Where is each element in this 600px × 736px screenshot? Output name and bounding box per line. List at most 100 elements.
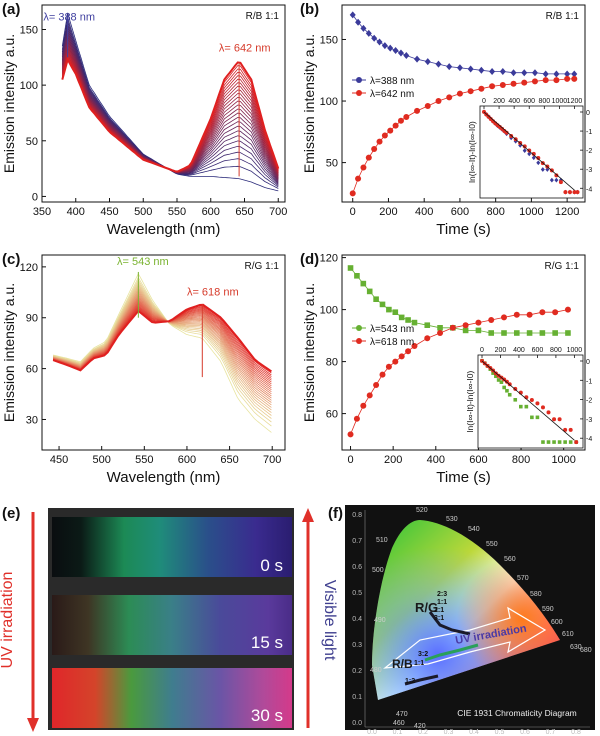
data-point-d xyxy=(437,325,443,331)
y-tick-label-b: 100 xyxy=(320,96,338,108)
data-point-b xyxy=(435,60,442,68)
cie-wavelength-label: 420 xyxy=(414,723,426,730)
cie-wavelength-label: 520 xyxy=(416,507,428,514)
inset-point-d xyxy=(494,374,498,379)
data-point-d xyxy=(475,327,482,334)
visible-arrow-head xyxy=(302,508,314,522)
cie-y-tick-label: 0.2 xyxy=(352,668,362,675)
corner-label-c: R/G 1:1 xyxy=(245,261,280,272)
data-point-b xyxy=(446,63,453,71)
inset-point-d xyxy=(546,440,551,444)
uv-arrow-outline xyxy=(383,606,547,669)
legend-marker-b xyxy=(356,77,362,83)
inset-point-d xyxy=(529,398,534,403)
x-tick-label-b: 400 xyxy=(415,206,433,218)
data-point-d xyxy=(360,402,367,409)
inset-point-b xyxy=(567,190,572,195)
inset-fit-line-b xyxy=(483,111,575,191)
inset-fit-line-d xyxy=(481,360,575,441)
strip-30s xyxy=(52,668,292,728)
data-point-d xyxy=(526,330,533,336)
inset-point-d xyxy=(546,410,551,415)
x-tick-label-a: 550 xyxy=(168,206,186,218)
cie-wavelength-label: 590 xyxy=(542,606,554,613)
cie-wavelength-label: 460 xyxy=(393,720,405,727)
corner-label-d: R/G 1:1 xyxy=(545,261,580,272)
data-point-b xyxy=(521,69,528,77)
inset-point-b xyxy=(527,151,532,157)
plot-frame-d xyxy=(341,254,586,451)
x-tick-label-b: 200 xyxy=(379,206,397,218)
data-point-d xyxy=(353,415,360,422)
inset-x-tick-label-b: 400 xyxy=(508,98,520,105)
cie-wavelength-label: 480 xyxy=(370,667,382,674)
legend-label-b: λ=388 nm xyxy=(370,76,414,87)
data-point-b xyxy=(424,102,431,109)
spectrum-curve-c xyxy=(52,303,272,373)
data-point-b xyxy=(478,66,485,74)
data-point-b xyxy=(424,58,431,66)
inset-point-b xyxy=(536,160,541,166)
data-point-b xyxy=(542,77,549,84)
x-tick-label-b: 1000 xyxy=(519,206,543,218)
y-tick-label-b: 50 xyxy=(326,158,338,170)
ratio-rg-0: 2:3 xyxy=(437,591,447,598)
data-point-b xyxy=(397,49,404,57)
data-point-d xyxy=(475,319,482,326)
data-point-b xyxy=(387,44,394,52)
x-tick-label-c: 500 xyxy=(93,454,111,466)
data-point-b xyxy=(553,70,560,78)
cie-x-tick-label: 0.1 xyxy=(393,729,403,736)
cie-x-tick-label: 0.5 xyxy=(495,729,505,736)
data-point-d xyxy=(379,371,386,378)
data-point-b xyxy=(360,24,367,32)
cie-y-tick-label: 0.8 xyxy=(352,512,362,519)
data-point-b xyxy=(397,117,404,124)
cie-wavelength-label: 490 xyxy=(374,617,386,624)
legend-label-d: λ=543 nm xyxy=(370,324,414,335)
data-point-b xyxy=(381,42,388,50)
spectrum-curve-c xyxy=(53,272,272,433)
cie-y-tick-label: 0.5 xyxy=(352,590,362,597)
data-point-b xyxy=(489,67,496,75)
data-point-b xyxy=(381,132,388,139)
chart-d: 0 200 400 600 800 1000 60 80 100 120 Time (s) Emiss… xyxy=(301,253,592,486)
data-point-d xyxy=(385,363,392,370)
strip-15s xyxy=(52,595,292,655)
data-point-b xyxy=(360,164,367,171)
y-tick-label-d: 120 xyxy=(320,253,338,265)
x-axis-label-b: Time (s) xyxy=(436,221,490,238)
panel-label-b: (b) xyxy=(300,1,319,18)
y-axis-label-a: Emission intensity a.u. xyxy=(1,34,17,173)
data-point-d xyxy=(366,392,373,399)
inset-x-tick-label-b: 600 xyxy=(523,98,535,105)
chart-c: 450 500 550 600 650 700 30 60 90 120 Wavelength (n… xyxy=(1,254,286,486)
inset-x-tick-label-b: 200 xyxy=(493,98,505,105)
x-tick-label-a: 650 xyxy=(235,206,253,218)
y-tick-label-c: 30 xyxy=(26,414,38,426)
data-point-d xyxy=(405,317,411,323)
rg-track xyxy=(428,611,471,636)
legend-marker-b xyxy=(356,90,362,96)
inset-point-d xyxy=(496,378,501,382)
data-point-b xyxy=(414,107,421,114)
inset-point-d xyxy=(557,417,562,422)
data-point-b xyxy=(564,70,571,78)
inset-point-d xyxy=(568,440,573,444)
inset-point-b xyxy=(558,180,563,185)
cie-tick-labels: 0.0 0.1 0.2 0.3 0.4 0.5 0.6 0.7 0.8 0.0 0.1 0.2 0.3 0… xyxy=(352,512,581,736)
cie-y-tick-label: 0.0 xyxy=(352,720,362,727)
data-point-d xyxy=(373,382,380,388)
x-tick-label-c: 700 xyxy=(263,454,281,466)
x-tick-label-a: 450 xyxy=(100,206,118,218)
y-tick-label-c: 120 xyxy=(20,262,38,274)
data-point-b xyxy=(349,190,356,197)
y-tick-label-d: 80 xyxy=(326,357,338,369)
inset-point-d xyxy=(557,440,562,444)
data-point-d xyxy=(488,330,495,336)
cie-wavelength-label: 550 xyxy=(486,541,498,548)
cie-wavelength-label: 580 xyxy=(530,591,542,598)
corner-label-a: R/B 1:1 xyxy=(246,11,280,22)
spectrum-curve-c xyxy=(52,281,272,419)
